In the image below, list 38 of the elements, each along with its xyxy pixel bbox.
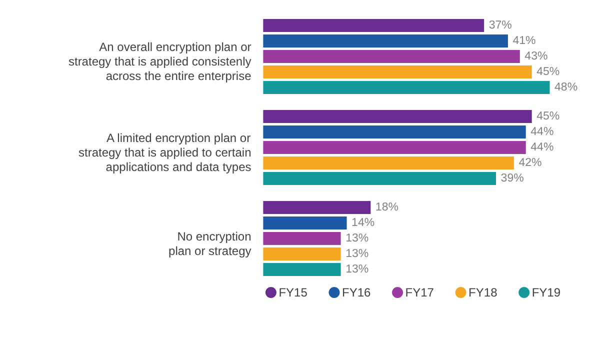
y-tick-label: An overall encryption plan or strategy that is applied consistenly across the entire enterprise bbox=[68, 40, 252, 83]
bar bbox=[263, 50, 520, 63]
data-label: 45% bbox=[536, 110, 560, 122]
y-tick-label: A limited encryption plan or strategy that is applied to certain applications and data types bbox=[78, 131, 252, 174]
y-tick-label: No encryption plan or strategy bbox=[168, 229, 252, 258]
data-label: 48% bbox=[554, 82, 578, 94]
bar bbox=[263, 172, 496, 185]
data-label: 45% bbox=[536, 66, 560, 78]
legend-label: FY19 bbox=[532, 286, 561, 300]
data-label: 13% bbox=[346, 232, 369, 244]
data-label: 42% bbox=[518, 157, 542, 169]
bar bbox=[263, 201, 371, 214]
bar bbox=[263, 263, 341, 276]
bar bbox=[263, 216, 347, 230]
data-label: 41% bbox=[512, 35, 536, 47]
bar bbox=[263, 66, 532, 78]
bar bbox=[263, 34, 508, 48]
data-label: 14% bbox=[352, 217, 375, 229]
bar bbox=[263, 156, 514, 170]
bar bbox=[263, 19, 484, 32]
bar bbox=[263, 110, 532, 123]
bar bbox=[263, 248, 341, 260]
data-label: 39% bbox=[500, 172, 524, 184]
data-label: 13% bbox=[346, 264, 369, 276]
legend-label: FY17 bbox=[405, 286, 434, 300]
bar bbox=[263, 81, 550, 94]
bar bbox=[263, 126, 526, 138]
legend-label: FY18 bbox=[468, 286, 498, 300]
data-label: 43% bbox=[524, 50, 548, 62]
legend-label: FY16 bbox=[342, 286, 371, 300]
data-label: 44% bbox=[530, 142, 554, 154]
legend-label: FY15 bbox=[278, 286, 308, 300]
bar bbox=[263, 141, 526, 154]
data-label: 44% bbox=[530, 126, 554, 138]
data-label: 13% bbox=[346, 248, 369, 260]
bar bbox=[263, 232, 341, 245]
data-label: 18% bbox=[375, 202, 398, 214]
data-label: 37% bbox=[488, 20, 512, 32]
